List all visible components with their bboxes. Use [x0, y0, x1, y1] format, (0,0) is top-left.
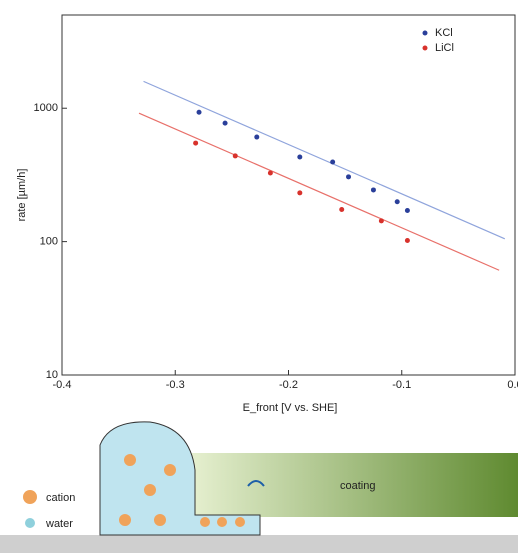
point [394, 199, 400, 205]
y-tick-label: 100 [40, 236, 58, 248]
legend-label: KCl [435, 27, 453, 39]
coating-label: coating [340, 480, 375, 492]
x-tick-label: -0.4 [53, 379, 72, 391]
arrow [247, 480, 265, 487]
point [378, 218, 384, 224]
cation-icon [23, 490, 37, 504]
point [232, 153, 238, 159]
point [339, 207, 345, 213]
cations [119, 454, 245, 527]
point [346, 174, 352, 180]
point [404, 237, 410, 243]
point [370, 187, 376, 193]
water-icon [25, 518, 35, 528]
x-tick-label: -0.1 [392, 379, 411, 391]
y-tick-label: 1000 [34, 102, 58, 114]
point [254, 134, 260, 140]
point [196, 109, 202, 115]
fit-line [138, 112, 500, 271]
fit-line [143, 80, 506, 240]
y-axis-label: rate [µm/h] [16, 169, 28, 222]
droplet [99, 421, 261, 536]
point [297, 154, 303, 160]
coating-layer [190, 453, 518, 517]
legend-marker [422, 45, 428, 51]
legend-label: LiCl [435, 42, 454, 54]
substrate [0, 535, 518, 553]
y-tick-label: 10 [46, 369, 58, 381]
point [193, 140, 199, 146]
point [297, 190, 303, 196]
point [222, 120, 228, 126]
x-axis-label: E_front [V vs. SHE] [243, 402, 338, 414]
x-tick-label: -0.2 [279, 379, 298, 391]
diagram: cation water coating [0, 421, 518, 553]
x-tick-label: -0.3 [166, 379, 185, 391]
point [267, 170, 273, 176]
x-tick-label: 0.0 [507, 379, 518, 391]
plot-frame [61, 14, 516, 376]
point [404, 208, 410, 214]
legend-marker [422, 30, 428, 36]
cation-label: cation [46, 492, 75, 504]
water-label: water [45, 518, 73, 530]
point [330, 159, 336, 165]
